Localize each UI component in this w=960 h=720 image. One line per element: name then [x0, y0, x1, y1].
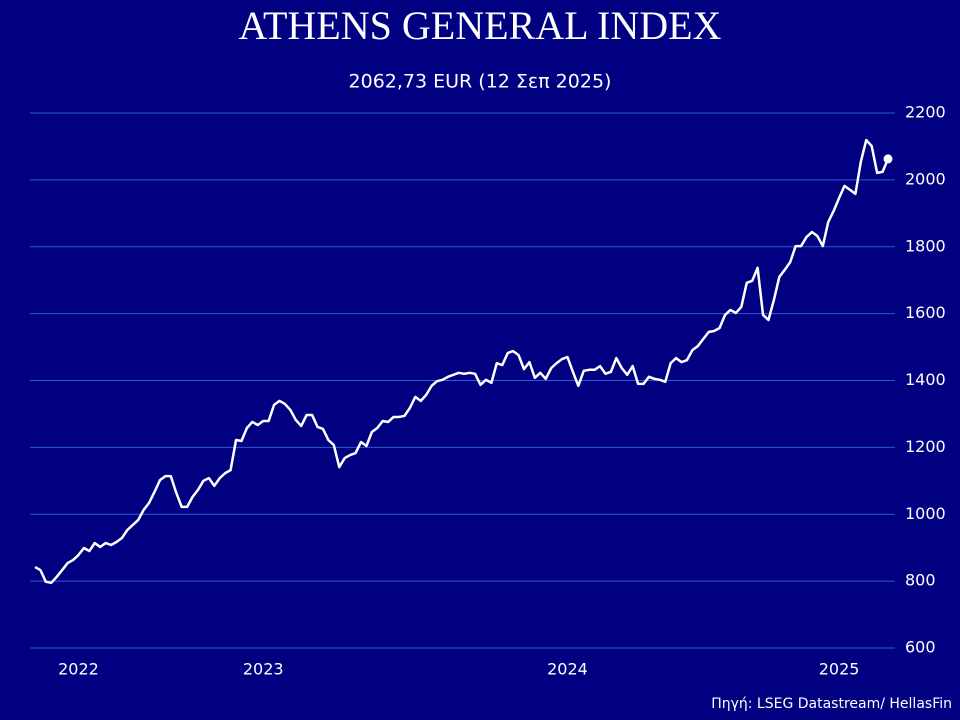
x-tick-label: 2022 — [58, 660, 99, 679]
y-tick-label: 1400 — [905, 370, 946, 389]
chart-title: ATHENS GENERAL INDEX — [239, 3, 722, 48]
y-tick-label: 1800 — [905, 236, 946, 255]
series-line — [34, 138, 890, 585]
chart-subtitle: 2062,73 EUR (12 Σεπ 2025) — [349, 71, 612, 93]
x-tick-label: 2023 — [243, 660, 284, 679]
y-tick-label: 2000 — [905, 169, 946, 188]
last-point-marker — [883, 154, 893, 164]
x-tick-label: 2025 — [819, 660, 860, 679]
y-tick-label: 1600 — [905, 303, 946, 322]
y-tick-label: 1000 — [905, 504, 946, 523]
y-tick-label: 800 — [905, 571, 936, 590]
y-tick-label: 2200 — [905, 103, 946, 122]
source-note: Πηγή: LSEG Datastream/ HellasFin — [711, 696, 952, 712]
y-tick-label: 1200 — [905, 437, 946, 456]
y-tick-label: 600 — [905, 638, 936, 657]
x-tick-label: 2024 — [547, 660, 588, 679]
